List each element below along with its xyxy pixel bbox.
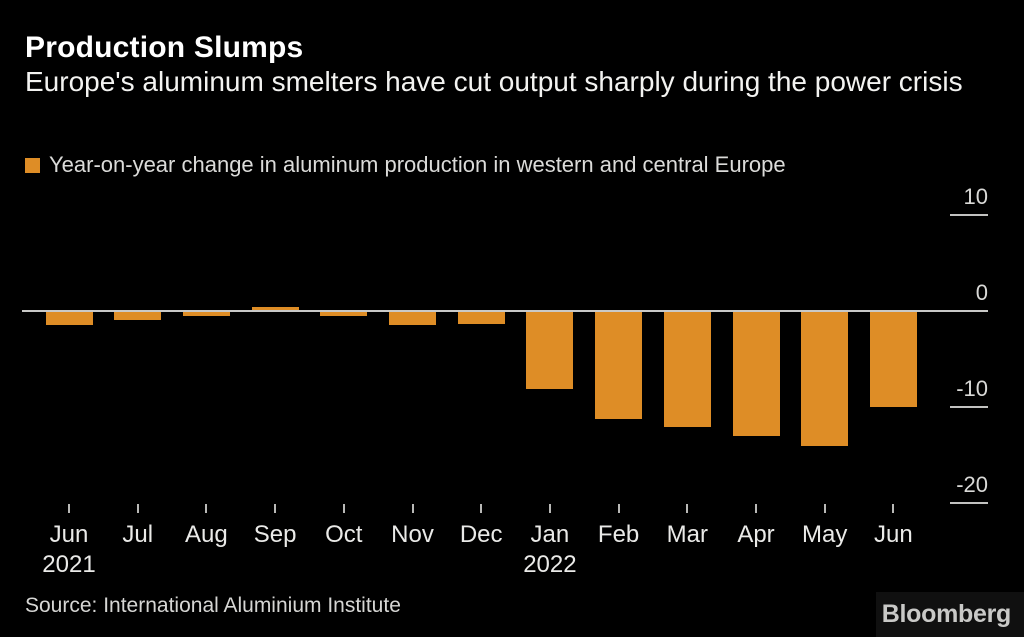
bar-jun-2022 (869, 311, 917, 407)
x-axis-tick (686, 504, 689, 513)
x-axis-tick (411, 504, 414, 513)
legend: Year-on-year change in aluminum producti… (25, 152, 786, 178)
x-axis-tick (755, 504, 757, 513)
x-axis-tick (823, 504, 826, 513)
y-axis-label-10: 10 (963, 184, 988, 209)
x-axis-label-nov-2021: Nov (391, 521, 434, 548)
x-axis-tick (205, 504, 208, 513)
x-axis-tick (617, 504, 620, 513)
source-note: Source: International Aluminium Institut… (25, 594, 401, 617)
bar-aug-2021 (182, 311, 230, 316)
x-axis-label-sep-2021: Sep (253, 521, 297, 548)
x-axis-label-mar-2022: Mar (666, 521, 708, 548)
x-axis-tick (480, 504, 483, 513)
x-axis-label-may-2022: May (802, 521, 848, 548)
x-axis-label-oct-2021: Oct (325, 521, 363, 548)
y-axis-label--10: -10 (956, 376, 988, 401)
bar-jun-2021 (45, 311, 93, 326)
x-axis-tick (548, 504, 551, 513)
x-axis-label-jul-2021: Jul (122, 521, 154, 548)
bar-may-2022 (801, 311, 849, 447)
bar-apr-2022 (732, 311, 780, 436)
x-axis-year-label-2021: 2021 (42, 551, 96, 578)
bar-nov-2021 (389, 311, 436, 326)
zero-axis-line (22, 310, 988, 312)
x-axis-label-aug-2021: Aug (185, 521, 228, 548)
bar-feb-2022 (595, 311, 643, 419)
x-axis-label-feb-2022: Feb (597, 521, 640, 548)
x-axis-tick (68, 504, 70, 513)
y-axis-tick (950, 502, 988, 504)
y-axis-tick (950, 406, 988, 408)
x-axis-tick (274, 504, 277, 513)
bar-jan-2022 (526, 311, 574, 389)
chart-subtitle: Europe's aluminum smelters have cut outp… (25, 66, 963, 97)
x-axis-tick (342, 504, 345, 513)
x-axis-label-jan-2022: Jan (530, 521, 570, 548)
bar-jul-2021 (114, 311, 162, 320)
brand-plate (876, 592, 1024, 637)
x-axis-label-apr-2022: Apr (737, 521, 775, 548)
bar-dec-2021 (457, 311, 505, 325)
x-axis-label-jun-2021: Jun (49, 521, 89, 548)
y-axis-tick (950, 214, 988, 216)
bar-mar-2022 (663, 311, 711, 428)
bloomberg-logo: Bloomberg (881, 600, 1012, 628)
legend-swatch-icon (25, 157, 40, 173)
legend-label: Year-on-year change in aluminum producti… (49, 152, 786, 177)
chart-title: Production Slumps (25, 31, 304, 64)
x-axis-tick (136, 504, 139, 513)
bar-oct-2021 (320, 311, 368, 316)
x-axis-year-label-2022: 2022 (523, 551, 577, 578)
x-axis-label-dec-2021: Dec (459, 521, 503, 548)
y-axis-label--20: -20 (956, 472, 988, 497)
x-axis-tick (892, 504, 895, 513)
bar-sep-2021 (251, 307, 299, 311)
x-axis-label-jun-2022: Jun (874, 521, 913, 548)
y-axis-label-0: 0 (975, 280, 988, 305)
